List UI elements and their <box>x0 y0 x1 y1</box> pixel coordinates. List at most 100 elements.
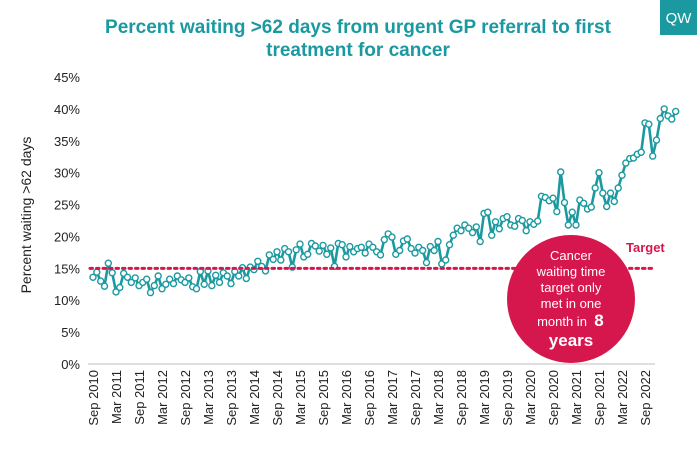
series-point <box>265 251 273 259</box>
x-tick-label: Sep 2019 <box>500 370 515 426</box>
series-point <box>165 275 174 283</box>
logo-badge <box>660 0 697 35</box>
x-tick-label: Mar 2020 <box>523 370 538 425</box>
series-point <box>403 235 411 243</box>
x-tick-label: Mar 2021 <box>569 370 584 425</box>
series-point <box>93 268 101 276</box>
series-point <box>304 250 312 259</box>
x-tick-label: Mar 2019 <box>477 370 492 425</box>
series-point <box>495 225 503 233</box>
x-tick-label: Sep 2021 <box>592 370 607 426</box>
x-tick-label: Mar 2011 <box>109 370 124 424</box>
series-point <box>227 279 235 288</box>
series-point <box>284 248 293 256</box>
series-point <box>422 258 431 267</box>
series-point <box>342 253 350 261</box>
series-point <box>649 152 657 160</box>
annotation-line2: waiting time <box>536 264 606 279</box>
series-point <box>162 280 170 288</box>
series-point <box>557 168 565 176</box>
annotation-line1: Cancer <box>550 248 593 263</box>
series-point <box>388 233 396 241</box>
series-point <box>622 159 630 167</box>
series-point <box>131 274 139 282</box>
series-point <box>491 218 500 226</box>
series-point <box>518 216 526 225</box>
y-tick-label: 35% <box>54 134 80 149</box>
chart-title-line2: treatment for cancer <box>266 40 450 61</box>
series-point <box>595 168 603 177</box>
x-tick-label: Mar 2013 <box>201 370 216 425</box>
series-point <box>242 274 251 283</box>
x-tick-label: Sep 2015 <box>316 370 331 426</box>
series-point <box>614 184 622 192</box>
series-point <box>396 246 404 255</box>
x-tick-label: Mar 2017 <box>385 370 400 425</box>
x-tick-label: Sep 2016 <box>362 370 377 426</box>
series-point <box>234 272 243 280</box>
x-tick-label: Mar 2022 <box>615 370 630 425</box>
chart-title-line1: Percent waiting >62 days from urgent GP … <box>105 17 612 38</box>
series-point <box>296 240 304 248</box>
series-point <box>468 228 477 237</box>
series-point <box>112 288 120 296</box>
series-point <box>503 212 511 221</box>
series-point <box>311 242 319 250</box>
series-point <box>568 208 576 216</box>
x-tick-label: Sep 2020 <box>546 370 561 426</box>
series-point <box>591 184 599 192</box>
series-point <box>158 285 166 293</box>
series-point <box>323 250 331 259</box>
series-point <box>185 274 193 282</box>
y-tick-label: 15% <box>54 261 80 276</box>
series-point <box>430 246 438 255</box>
series-point <box>564 221 572 229</box>
series-point <box>361 249 369 257</box>
series-point <box>346 242 354 251</box>
series-point <box>407 244 415 253</box>
series-point <box>108 269 116 277</box>
annotation-circle <box>507 235 635 363</box>
series-point <box>549 194 557 202</box>
annotation-line3: target only <box>541 280 602 295</box>
y-tick-label: 40% <box>54 102 80 117</box>
series-point <box>587 203 595 211</box>
series-point <box>672 107 680 116</box>
series-point <box>553 207 561 216</box>
series-point <box>192 285 201 293</box>
series-point <box>560 198 569 207</box>
x-tick-label: Mar 2018 <box>431 370 446 425</box>
series-point <box>465 224 473 232</box>
series-point <box>215 278 224 287</box>
series-point <box>445 240 454 249</box>
series-point <box>645 120 653 128</box>
series-point <box>660 105 668 113</box>
series-point <box>269 255 277 264</box>
series-point <box>277 256 285 264</box>
series-point <box>419 246 427 255</box>
series-point <box>618 171 626 179</box>
annotation-number: 8 <box>594 311 603 330</box>
y-tick-label: 25% <box>54 198 80 213</box>
logo-text: QW <box>666 10 693 27</box>
annotation-line4: met in one <box>541 296 602 311</box>
series-point <box>208 281 216 290</box>
y-tick-label: 5% <box>61 325 80 340</box>
series-point <box>319 241 327 250</box>
x-axis-ticks: Sep 2010 Mar 2011 Sep 2011 Mar 2012 Sep 2012… <box>86 370 653 426</box>
series-point <box>181 278 189 287</box>
x-tick-label: Sep 2017 <box>408 370 423 426</box>
x-tick-label: Mar 2012 <box>155 370 170 425</box>
x-tick-label: Mar 2014 <box>247 370 262 425</box>
series-point <box>96 277 105 285</box>
series-point <box>142 275 151 283</box>
series-point <box>457 226 465 235</box>
series-point <box>100 282 109 290</box>
annotation-line6: years <box>549 331 593 350</box>
annotation-line5: month in <box>537 314 587 329</box>
x-tick-label: Sep 2012 <box>178 370 193 426</box>
x-tick-label: Sep 2018 <box>454 370 469 426</box>
y-axis-ticks: 0% 5% 10% 15% 20% 25% 30% 35% 40% 45% <box>54 70 80 372</box>
series-point <box>610 197 618 206</box>
series-point <box>603 202 611 211</box>
